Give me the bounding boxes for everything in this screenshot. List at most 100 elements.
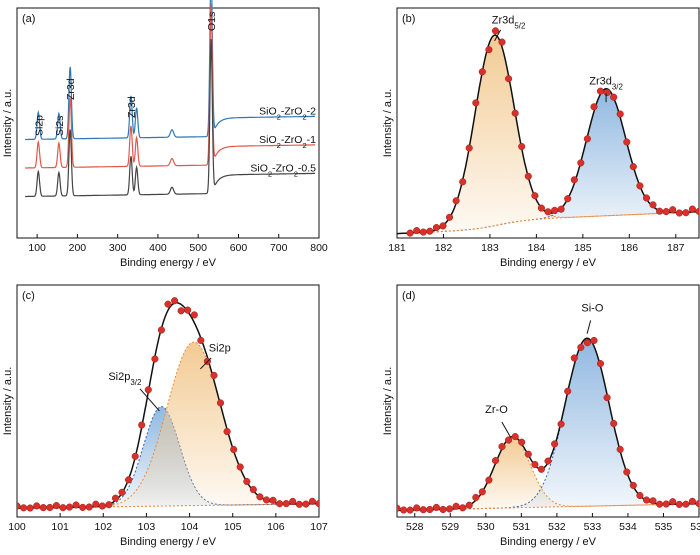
data-point: [52, 502, 60, 510]
x-tick-label: 181: [388, 242, 406, 254]
panel-label: (a): [22, 13, 35, 25]
data-point: [406, 229, 414, 237]
label-pointer: [139, 388, 160, 412]
data-point: [216, 399, 225, 407]
label-text: SiO: [250, 163, 268, 175]
x-tick-label: 100: [28, 242, 46, 254]
data-point: [439, 505, 447, 514]
data-point: [478, 68, 486, 76]
x-tick-label: 182: [435, 242, 453, 254]
data-point: [452, 197, 460, 205]
peak-label: Zr3d: [65, 78, 77, 100]
data-point: [151, 355, 159, 363]
data-point: [98, 502, 106, 510]
data-point: [295, 500, 303, 508]
x-tick-label: 528: [406, 521, 424, 533]
data-point: [243, 477, 251, 486]
data-point: [223, 427, 231, 436]
data-point: [511, 433, 519, 441]
peak-label: O1s: [206, 12, 218, 31]
label-subscript: 3/2: [612, 82, 623, 91]
data-point: [623, 468, 631, 476]
x-tick-label: 531: [513, 521, 531, 533]
y-axis-label: Intensity / a.u.: [2, 89, 14, 157]
label-text: -1: [307, 134, 316, 146]
peak-label: Si2p: [33, 115, 45, 136]
data-point: [459, 504, 467, 512]
label-subscript: 3/2: [130, 378, 141, 387]
x-tick-label: 100: [8, 521, 26, 533]
x-tick-label: 530: [477, 521, 495, 533]
data-point: [531, 192, 539, 200]
data-point: [688, 497, 696, 505]
data-point: [472, 99, 480, 107]
y-axis-label: Intensity / a.u.: [382, 367, 394, 435]
x-tick-label: 533: [584, 521, 602, 533]
x-tick-label: 300: [109, 242, 127, 254]
data-point: [557, 205, 565, 213]
data-point: [17, 502, 21, 510]
data-point: [190, 311, 198, 319]
x-tick-label: 106: [267, 521, 285, 533]
y-axis-label: Intensity / a.u.: [2, 367, 14, 435]
x-tick-label: 800: [310, 242, 328, 254]
data-point: [79, 503, 87, 511]
data-point: [623, 138, 631, 146]
data-point: [642, 194, 651, 202]
component-area: [17, 342, 319, 509]
data-point: [164, 300, 172, 308]
x-tick-label: 187: [667, 242, 685, 254]
data-point: [656, 500, 664, 508]
label-text: Zr3d: [589, 76, 612, 88]
panel-c: 100 101 102 103 104 105 106 107 Binding energy /…: [2, 284, 328, 548]
peak-label: Zr3d: [126, 96, 138, 118]
x-tick-label: 500: [189, 242, 207, 254]
data-point: [413, 504, 421, 512]
series-label: SiO2-ZrO2-1: [259, 134, 316, 150]
data-point: [551, 206, 559, 214]
data-point: [432, 224, 440, 232]
data-point: [171, 297, 179, 305]
label-pointer: [586, 320, 592, 334]
x-tick-label: 185: [574, 242, 592, 254]
label-text: Si2p: [209, 342, 231, 354]
data-point: [485, 476, 493, 484]
component-area: [397, 88, 699, 234]
data-point: [491, 27, 500, 35]
series-label: SiO2-ZrO2-0.5: [250, 163, 316, 179]
data-point: [111, 494, 120, 502]
data-point: [688, 205, 696, 213]
data-point: [125, 476, 133, 484]
data-point: [498, 443, 506, 451]
x-tick-label: 102: [95, 521, 113, 533]
x-tick-label: 184: [528, 242, 546, 254]
data-point: [531, 460, 539, 469]
data-point: [551, 440, 559, 448]
label-pointer: [501, 421, 512, 438]
data-point: [583, 339, 591, 347]
peak-label: Si2p: [209, 342, 231, 354]
data-point: [59, 504, 67, 512]
data-point: [524, 172, 532, 180]
panel-a: 100 200 300 400 500 600 700 800 Binding energy /…: [2, 0, 328, 269]
data-point: [413, 227, 421, 235]
data-point: [400, 506, 408, 514]
data-point: [39, 504, 47, 512]
x-tick-label: 105: [224, 521, 242, 533]
data-point: [636, 182, 644, 190]
data-point: [249, 485, 257, 494]
peak-label: Zr3d5/2: [492, 14, 526, 30]
data-point: [537, 204, 545, 212]
data-point: [491, 457, 500, 465]
plot-frame: [16, 7, 320, 239]
label-text: SiO: [259, 134, 277, 146]
label-subscript: 2: [302, 141, 306, 150]
data-point: [426, 505, 434, 514]
data-point: [649, 497, 657, 505]
data-point: [695, 207, 699, 215]
data-point: [590, 103, 598, 111]
data-point: [419, 228, 427, 236]
spectrum-line: [25, 0, 315, 141]
data-point: [485, 46, 493, 54]
plot-frame: [16, 284, 320, 518]
